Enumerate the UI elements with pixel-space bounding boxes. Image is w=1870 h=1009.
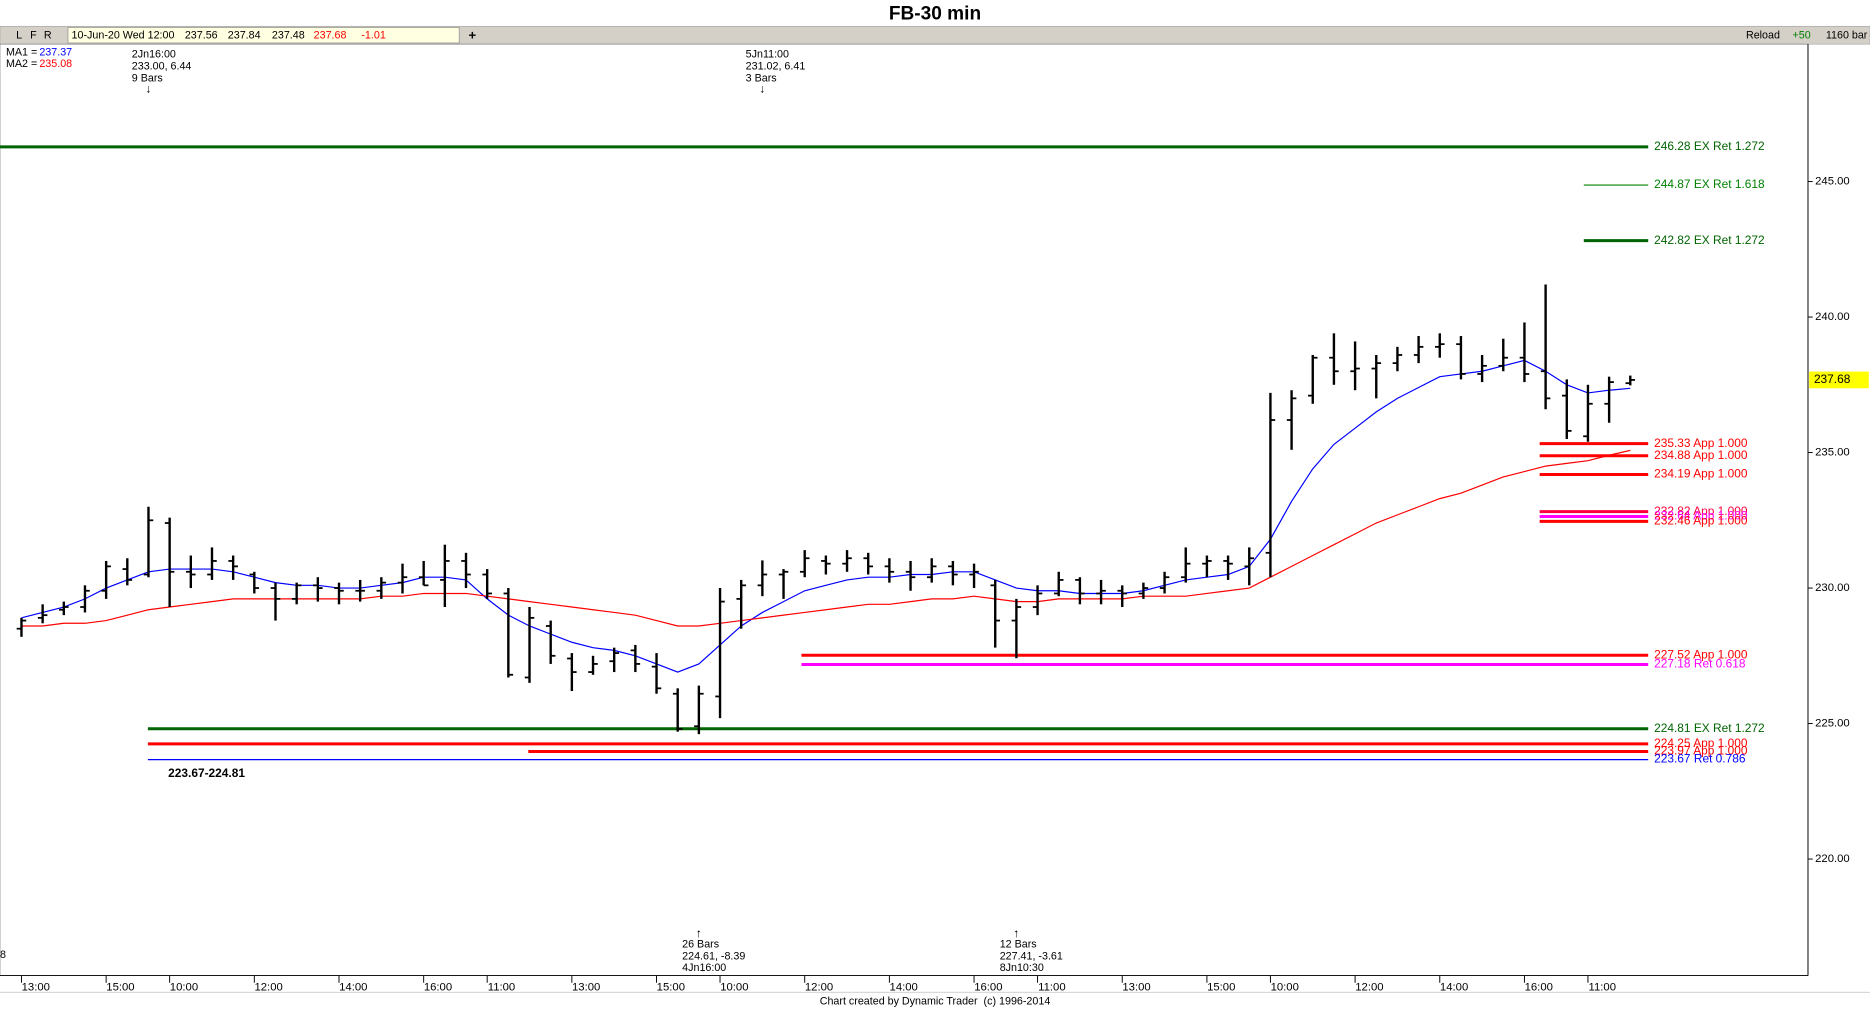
legend-name: MA2 =	[6, 58, 37, 70]
x-tick-label: 15:00	[1207, 981, 1235, 993]
annotation-arrow: ↓	[146, 82, 152, 96]
level-label: 234.88 App 1.000	[1654, 448, 1748, 462]
x-tick-label: 11:00	[1589, 981, 1616, 993]
step-button[interactable]: +50	[1792, 30, 1810, 42]
x-tick-label: 16:00	[974, 981, 1002, 993]
legend-value: 237.37	[39, 46, 72, 58]
annotation-text: 4Jn16:00	[682, 962, 726, 974]
x-tick-label: 13:00	[572, 981, 600, 993]
level-label: 223.97 App 1.000	[1654, 744, 1748, 758]
edge-label: 8	[0, 949, 6, 961]
x-tick-label: 14:00	[890, 981, 918, 993]
annotation-text: 224.61, -8.39	[682, 950, 745, 962]
level-label: 224.25 App 1.000	[1654, 736, 1748, 750]
ma-line	[21, 449, 1631, 627]
level-label: 223.67 Ret 0.786	[1654, 752, 1746, 766]
level-label: 234.19 App 1.000	[1654, 467, 1748, 481]
quote-open: 237.56	[185, 30, 218, 42]
x-tick-label: 13:00	[22, 981, 50, 993]
bar-count: 1160 bar	[1826, 30, 1868, 42]
annotation-text: 9 Bars	[132, 73, 163, 85]
level-label: 227.18 Ret 0.618	[1654, 657, 1746, 671]
x-tick-label: 12:00	[1355, 981, 1383, 993]
annotation-text: 231.02, 6.41	[746, 61, 806, 73]
y-tick-label: 240.00	[1815, 311, 1850, 323]
level-label: 232.46 App 1.000	[1654, 514, 1748, 528]
quote-high: 237.84	[228, 30, 261, 42]
toolbar-button[interactable]: L	[16, 30, 22, 42]
price-tag	[1809, 371, 1869, 389]
annotation-arrow: ↑	[1013, 926, 1019, 940]
ma-line	[21, 359, 1631, 673]
annotation-text: 233.00, 6.44	[132, 61, 192, 73]
x-tick-label: 13:00	[1122, 981, 1150, 993]
annotation-arrow: ↑	[696, 926, 702, 940]
quote-change: -1.01	[361, 30, 385, 42]
x-tick-label: 15:00	[657, 981, 685, 993]
x-tick-label: 10:00	[1271, 981, 1299, 993]
annotation-text: 26 Bars	[682, 938, 719, 950]
annotation-text: 227.41, -3.61	[1000, 950, 1063, 962]
level-label: 227.52 App 1.000	[1654, 647, 1748, 661]
reload-button[interactable]: Reload	[1746, 30, 1780, 42]
level-label: 246.28 EX Ret 1.272	[1654, 139, 1765, 153]
price-tag-label: 237.68	[1814, 372, 1851, 386]
toolbar-button[interactable]: R	[44, 30, 52, 42]
zone-label: 223.67-224.81	[168, 766, 245, 780]
quote-date: 10-Jun-20 Wed 12:00	[72, 30, 175, 42]
x-tick-label: 14:00	[1440, 981, 1468, 993]
level-label: 232.64 App 1.000	[1654, 509, 1748, 523]
add-button[interactable]: +	[468, 27, 476, 42]
y-tick-label: 230.00	[1815, 582, 1850, 594]
quote-close: 237.68	[314, 30, 347, 42]
annotation-text: 5Jn11:00	[746, 49, 789, 61]
level-label: 224.81 EX Ret 1.272	[1654, 721, 1765, 735]
level-label: 242.82 EX Ret 1.272	[1654, 233, 1765, 247]
legend-value: 235.08	[39, 58, 72, 70]
x-tick-label: 16:00	[424, 981, 452, 993]
annotation-text: 3 Bars	[746, 73, 777, 85]
annotation-text: 12 Bars	[1000, 938, 1037, 950]
annotation-text: 2Jn16:00	[132, 49, 176, 61]
annotation-arrow: ↓	[759, 82, 765, 96]
x-tick-label: 10:00	[720, 981, 748, 993]
x-tick-label: 14:00	[339, 981, 367, 993]
x-tick-label: 11:00	[488, 981, 515, 993]
annotation-text: 8Jn10:30	[1000, 962, 1044, 974]
level-label: 235.33 App 1.000	[1654, 436, 1748, 450]
x-tick-label: 11:00	[1038, 981, 1065, 993]
y-tick-label: 235.00	[1815, 447, 1850, 459]
chart-title: FB-30 min	[889, 3, 981, 24]
y-tick-label: 220.00	[1815, 853, 1850, 865]
x-tick-label: 15:00	[106, 981, 134, 993]
legend-name: MA1 =	[6, 46, 37, 58]
level-label: 244.87 EX Ret 1.618	[1654, 177, 1765, 191]
y-tick-label: 225.00	[1815, 718, 1850, 730]
quote-box	[67, 27, 460, 44]
toolbar-button[interactable]: F	[30, 30, 37, 42]
y-tick-label: 245.00	[1815, 176, 1850, 188]
x-tick-label: 16:00	[1525, 981, 1553, 993]
x-tick-label: 12:00	[805, 981, 833, 993]
quote-low: 237.48	[272, 30, 305, 42]
x-tick-label: 12:00	[254, 981, 282, 993]
x-tick-label: 10:00	[170, 981, 198, 993]
level-label: 232.82 App 1.000	[1654, 504, 1748, 518]
footer: Chart created by Dynamic Trader (c) 1996…	[820, 996, 1051, 1008]
